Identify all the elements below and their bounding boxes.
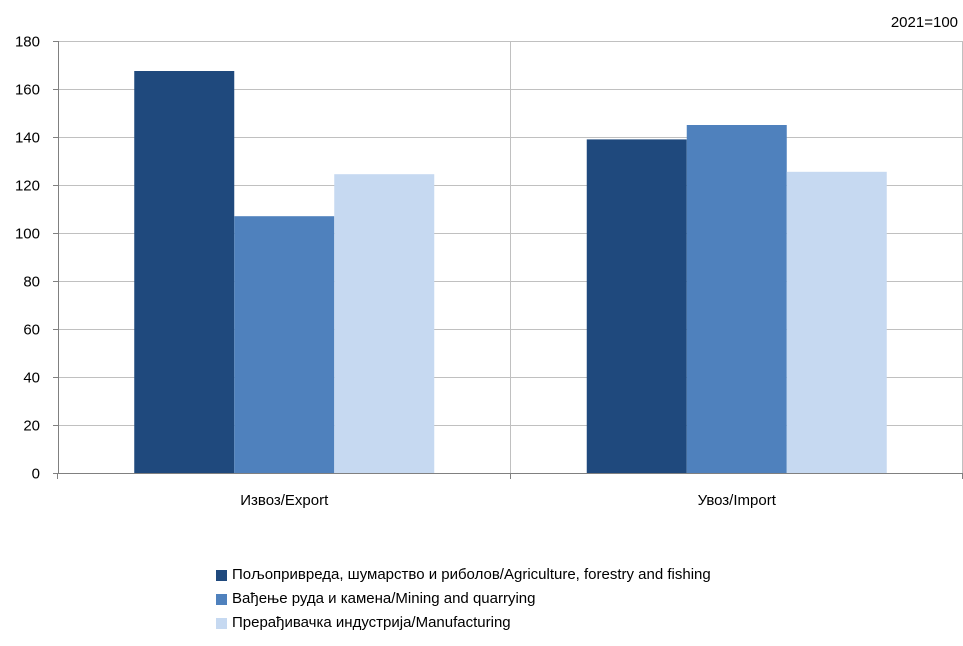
y-tick-label-60: 60 (23, 322, 40, 339)
y-tick-label-180: 180 (15, 34, 40, 51)
y-tick-label-40: 40 (23, 370, 40, 387)
bar-0-2 (334, 174, 435, 473)
legend-swatch-manufacturing (216, 617, 227, 629)
y-tick-label-140: 140 (15, 130, 40, 147)
x-tick-label-1: Увоз/Import (698, 492, 777, 509)
y-tick-label-0: 0 (32, 466, 40, 483)
x-tick-label-0: Извоз/Export (240, 492, 329, 509)
bar-0-0 (134, 71, 235, 473)
legend-swatch-mining (216, 593, 227, 605)
legend-item-manufacturing: Прерађивачка индустрија/Manufacturing (216, 611, 711, 635)
bar-1-0 (586, 139, 687, 473)
bar-0-1 (234, 216, 335, 473)
legend-label-agriculture: Пољопривреда, шумарство и риболов/Agricu… (232, 566, 711, 583)
legend-label-mining: Вађење руда и камена/Mining and quarryin… (232, 590, 536, 607)
base-year-note: 2021=100 (890, 14, 958, 31)
y-tick-label-20: 20 (23, 418, 40, 435)
bar-1-1 (686, 125, 787, 473)
legend-label-manufacturing: Прерађивачка индустрија/Manufacturing (232, 614, 511, 631)
y-tick-label-100: 100 (15, 226, 40, 243)
y-tick-label-80: 80 (23, 274, 40, 291)
legend-item-mining: Вађење руда и камена/Mining and quarryin… (216, 587, 711, 611)
legend-item-agriculture: Пољопривреда, шумарство и риболов/Agricu… (216, 563, 711, 587)
y-tick-label-120: 120 (15, 178, 40, 195)
legend: Пољопривреда, шумарство и риболов/Agricu… (216, 563, 711, 635)
y-tick-label-160: 160 (15, 82, 40, 99)
legend-swatch-agriculture (216, 569, 227, 581)
bar-1-2 (786, 171, 887, 474)
